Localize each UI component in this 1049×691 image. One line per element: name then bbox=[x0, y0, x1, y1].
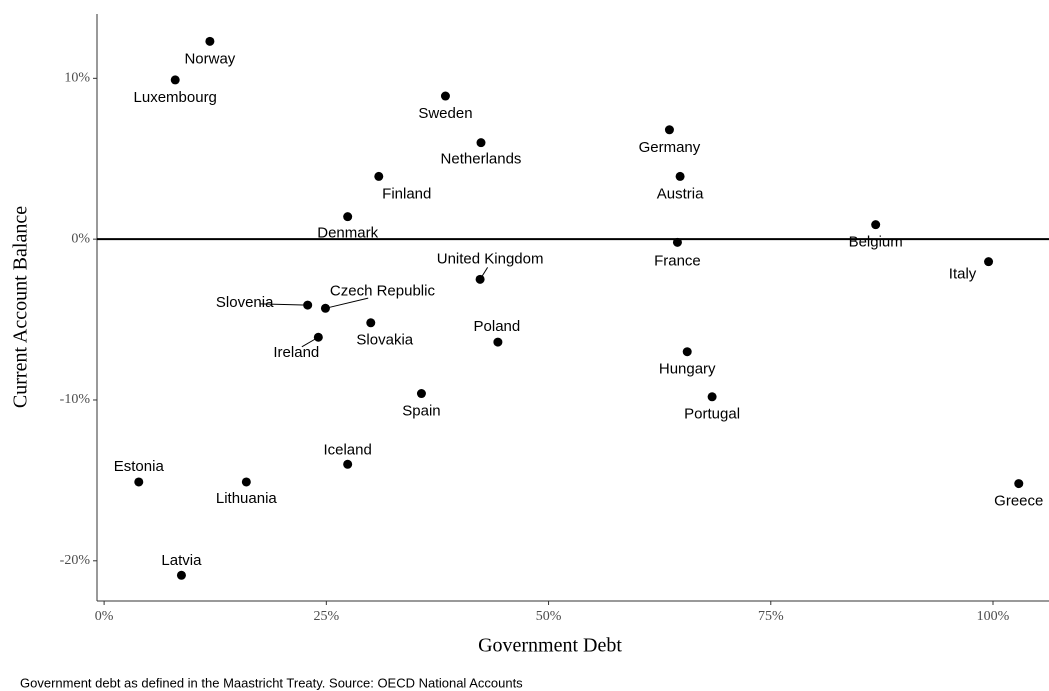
point bbox=[476, 138, 486, 148]
point-label: Slovakia bbox=[356, 332, 413, 349]
point bbox=[707, 392, 717, 402]
x-tick-label: 100% bbox=[977, 609, 1010, 624]
x-tick-label: 75% bbox=[758, 609, 784, 624]
point bbox=[416, 389, 426, 399]
point-label: Estonia bbox=[114, 458, 165, 475]
point-label: Sweden bbox=[418, 105, 472, 122]
x-tick-label: 50% bbox=[536, 609, 562, 624]
point bbox=[366, 318, 376, 328]
leader-line bbox=[325, 297, 369, 309]
point bbox=[672, 237, 682, 247]
point bbox=[871, 220, 881, 230]
point-label: Netherlands bbox=[441, 151, 522, 168]
point bbox=[343, 212, 353, 222]
y-tick-label: -10% bbox=[60, 392, 91, 407]
point-label: France bbox=[654, 252, 701, 269]
point bbox=[675, 171, 685, 181]
y-tick-label: -20% bbox=[60, 553, 91, 568]
point bbox=[664, 125, 674, 135]
point-label: Ireland bbox=[273, 344, 319, 361]
y-tick-label: 0% bbox=[71, 231, 90, 246]
y-axis-label: Current Account Balance bbox=[10, 206, 32, 408]
point-label: Latvia bbox=[161, 552, 202, 569]
point-label: Denmark bbox=[317, 225, 378, 242]
point-label: Belgium bbox=[849, 234, 903, 251]
x-axis-label: Government Debt bbox=[478, 635, 622, 657]
point bbox=[440, 91, 450, 101]
point-label: Portugal bbox=[684, 406, 740, 423]
point-label: Iceland bbox=[323, 441, 371, 458]
x-tick-label: 25% bbox=[313, 609, 339, 624]
point-label: Hungary bbox=[659, 361, 716, 378]
point bbox=[374, 171, 384, 181]
point-label: Czech Republic bbox=[330, 282, 436, 299]
point bbox=[475, 274, 485, 284]
point-label: Germany bbox=[639, 139, 701, 156]
point-label: Finland bbox=[382, 185, 431, 202]
point bbox=[241, 477, 251, 487]
point-label: United Kingdom bbox=[437, 250, 544, 267]
point-label: Norway bbox=[184, 50, 235, 67]
x-tick-label: 0% bbox=[95, 609, 114, 624]
point-label: Greece bbox=[994, 493, 1043, 510]
point bbox=[343, 459, 353, 469]
caption: Government debt as defined in the Maastr… bbox=[20, 675, 523, 690]
point-label: Austria bbox=[657, 185, 704, 202]
point-label: Luxembourg bbox=[134, 89, 217, 106]
point bbox=[1014, 479, 1024, 489]
point-label: Italy bbox=[949, 266, 977, 283]
point-label: Slovenia bbox=[216, 294, 274, 311]
point bbox=[320, 303, 330, 313]
point-label: Poland bbox=[474, 318, 521, 335]
point-label: Spain bbox=[402, 403, 440, 420]
point bbox=[205, 36, 215, 46]
leader-line bbox=[260, 303, 308, 306]
point bbox=[313, 332, 323, 342]
y-tick-label: 10% bbox=[64, 71, 90, 86]
point-label: Lithuania bbox=[216, 490, 278, 507]
point bbox=[176, 570, 186, 580]
point bbox=[493, 337, 503, 347]
point bbox=[170, 75, 180, 85]
point bbox=[134, 477, 144, 487]
point bbox=[682, 347, 692, 357]
point bbox=[303, 300, 313, 310]
point bbox=[984, 257, 994, 267]
